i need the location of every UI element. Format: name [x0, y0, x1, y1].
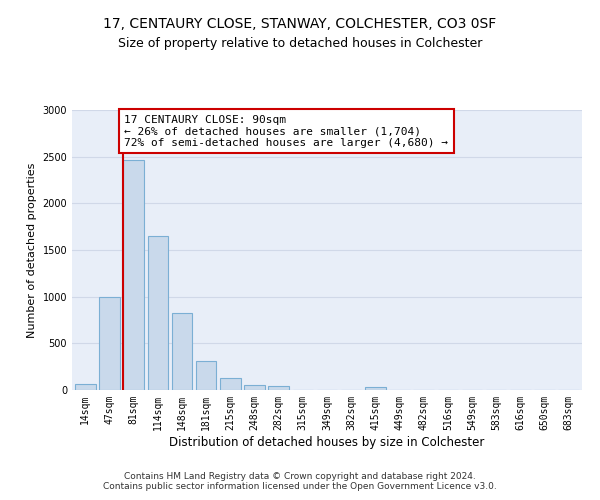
- Text: 17 CENTAURY CLOSE: 90sqm
← 26% of detached houses are smaller (1,704)
72% of sem: 17 CENTAURY CLOSE: 90sqm ← 26% of detach…: [124, 114, 448, 148]
- Bar: [365, 387, 386, 390]
- Text: Contains HM Land Registry data © Crown copyright and database right 2024.: Contains HM Land Registry data © Crown c…: [124, 472, 476, 481]
- Text: Contains public sector information licensed under the Open Government Licence v3: Contains public sector information licen…: [103, 482, 497, 491]
- Text: 17, CENTAURY CLOSE, STANWAY, COLCHESTER, CO3 0SF: 17, CENTAURY CLOSE, STANWAY, COLCHESTER,…: [103, 18, 497, 32]
- X-axis label: Distribution of detached houses by size in Colchester: Distribution of detached houses by size …: [169, 436, 485, 448]
- Bar: [124, 160, 144, 390]
- Bar: [196, 361, 217, 390]
- Bar: [99, 296, 120, 390]
- Y-axis label: Number of detached properties: Number of detached properties: [27, 162, 37, 338]
- Bar: [220, 378, 241, 390]
- Text: Size of property relative to detached houses in Colchester: Size of property relative to detached ho…: [118, 38, 482, 51]
- Bar: [75, 384, 95, 390]
- Bar: [172, 312, 192, 390]
- Bar: [244, 385, 265, 390]
- Bar: [148, 236, 168, 390]
- Bar: [268, 386, 289, 390]
